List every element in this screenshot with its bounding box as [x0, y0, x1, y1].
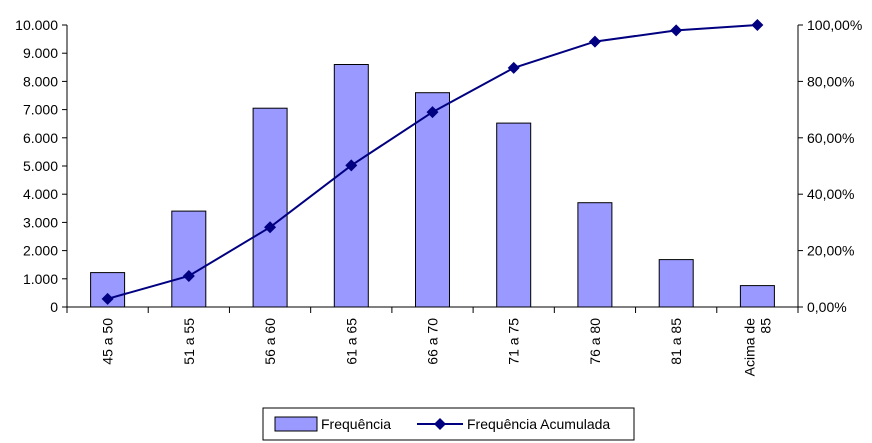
left-tick-label: 2.000 — [23, 243, 58, 259]
bar-4 — [333, 64, 369, 308]
left-tick-label: 0 — [50, 299, 58, 315]
x-tick-label: 61 a 65 — [343, 318, 359, 365]
bar-2 — [171, 210, 207, 308]
x-tick-label: 56 a 60 — [262, 318, 278, 365]
bar-3 — [252, 107, 288, 308]
legend-label-frequencia: Frequência — [321, 416, 391, 432]
left-tick-label: 6.000 — [23, 130, 58, 146]
category-tick-labels: 45 a 50 51 a 55 56 a 60 61 a 65 66 a 70 71 a … — [100, 318, 774, 377]
left-tick-label: 7.000 — [23, 102, 58, 118]
left-tick-label: 1.000 — [23, 271, 58, 287]
left-axis-tick-labels: 0 1.000 2.000 3.000 4.000 5.000 6.000 7.000 8.00… — [15, 17, 58, 315]
right-axis-tick-labels: 0,00% 20,00% 40,00% 60,00% 80,00% 100,00% — [807, 17, 862, 315]
cumulative-point-1 — [101, 292, 114, 305]
cumulative-point-2 — [182, 269, 195, 282]
bar-5 — [415, 92, 450, 308]
right-tick-label: 80,00% — [807, 73, 854, 89]
x-tick-label: 45 a 50 — [100, 318, 116, 365]
right-tick-label: 0,00% — [807, 299, 847, 315]
right-tick-label: 60,00% — [807, 130, 854, 146]
x-tick-label: 66 a 70 — [425, 318, 441, 365]
left-tick-label: 5.000 — [23, 158, 58, 174]
left-tick-label: 3.000 — [23, 214, 58, 230]
x-tick-label: 51 a 55 — [181, 318, 197, 365]
cumulative-point-8 — [670, 24, 683, 37]
x-tick-label-line: 51 a 55 — [181, 318, 197, 365]
cumulative-point-3 — [264, 221, 277, 234]
cumulative-point-4 — [345, 159, 358, 172]
cumulative-line — [101, 19, 764, 305]
legend: Frequência Frequência Acumulada — [262, 407, 635, 441]
x-tick-label-line: 81 a 85 — [668, 318, 684, 365]
cumulative-point-5 — [426, 106, 439, 119]
bar-6 — [496, 122, 532, 308]
x-tick-label-line: 45 a 50 — [100, 318, 116, 365]
left-tick-label: 9.000 — [23, 45, 58, 61]
legend-label-acumulada: Frequência Acumulada — [467, 416, 610, 432]
right-tick-label: 20,00% — [807, 243, 854, 259]
x-tick-label-line: 61 a 65 — [343, 318, 359, 365]
legend-swatch-frequencia — [274, 416, 318, 432]
legend-marker-acumulada — [434, 418, 446, 430]
left-tick-label: 4.000 — [23, 186, 58, 202]
left-tick-label: 8.000 — [23, 73, 58, 89]
axes — [62, 24, 803, 313]
bar-8 — [658, 259, 694, 308]
x-tick-label-line: 66 a 70 — [425, 318, 441, 365]
x-tick-label-line: Acima de — [741, 318, 757, 377]
x-tick-label: 76 a 80 — [587, 318, 603, 365]
x-tick-label: Acima de85 — [741, 318, 773, 377]
bar-7 — [577, 202, 613, 308]
x-tick-label: 71 a 75 — [506, 318, 522, 365]
cumulative-point-6 — [507, 61, 520, 74]
x-tick-label: 81 a 85 — [668, 318, 684, 365]
frequency-bars — [90, 64, 775, 308]
x-tick-label-line: 71 a 75 — [506, 318, 522, 365]
cumulative-point-7 — [588, 35, 601, 48]
cumulative-point-9 — [751, 19, 764, 31]
bar-9 — [739, 285, 775, 308]
x-tick-label-line: 85 — [757, 318, 773, 334]
x-tick-label-line: 76 a 80 — [587, 318, 603, 365]
right-tick-label: 40,00% — [807, 186, 854, 202]
left-tick-label: 10.000 — [15, 17, 58, 33]
right-tick-label: 100,00% — [807, 17, 862, 33]
x-tick-label-line: 56 a 60 — [262, 318, 278, 365]
